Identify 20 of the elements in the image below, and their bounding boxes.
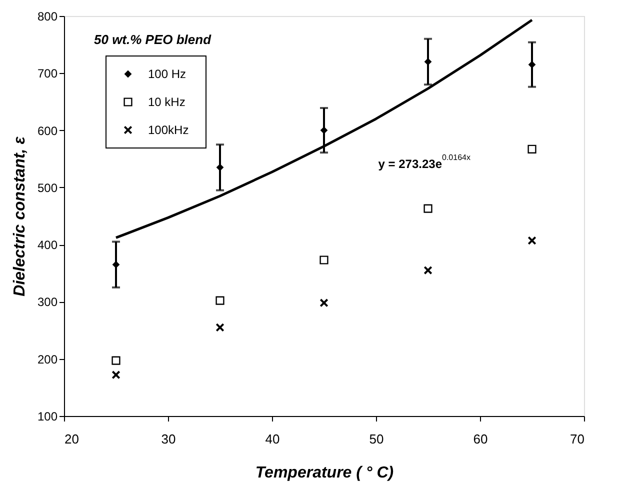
- y-tick-label: 700: [37, 66, 58, 81]
- legend-label: 100 Hz: [148, 67, 186, 81]
- x-tick-label: 40: [265, 432, 280, 446]
- y-tick-label: 600: [37, 124, 58, 138]
- y-tick-label: 800: [37, 10, 58, 24]
- y-tick-label: 300: [37, 295, 58, 310]
- legend-title: 50 wt.% PEO blend: [94, 32, 212, 47]
- legend-label: 100kHz: [148, 123, 189, 137]
- x-tick-label: 50: [369, 432, 384, 446]
- x-tick-label: 20: [64, 432, 79, 446]
- x-tick-label: 70: [570, 432, 584, 446]
- y-axis-title: Dielectric constant, ε: [11, 136, 28, 296]
- y-tick-label: 100: [37, 410, 58, 424]
- x-tick-label: 60: [473, 432, 488, 446]
- y-tick-label: 200: [37, 352, 58, 366]
- legend-label: 10 kHz: [148, 95, 186, 109]
- y-tick-label: 400: [37, 238, 58, 252]
- x-tick-label: 30: [161, 432, 176, 446]
- y-tick-label: 500: [37, 180, 58, 195]
- x-axis-title: Temperature ( ° C): [255, 464, 394, 482]
